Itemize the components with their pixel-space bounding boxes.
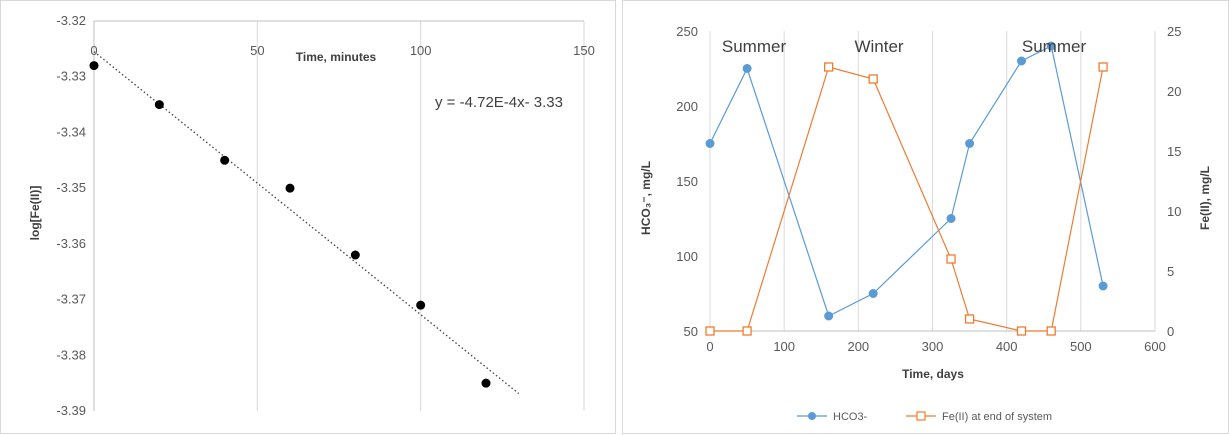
x-tick-label: 0 — [706, 339, 713, 354]
y2-tick-label: 15 — [1167, 144, 1181, 159]
x-axis-title: Time, minutes — [296, 50, 377, 64]
data-point — [154, 100, 164, 110]
data-point-fe — [742, 326, 752, 336]
data-point — [220, 155, 230, 165]
hco3-fe-chart-panel: 0 100 200 300 400 500 600 50 100 150 200 250 0 5 10 1… — [622, 0, 1229, 434]
data-point-hco3 — [946, 214, 956, 223]
data-point — [350, 250, 360, 260]
data-point — [481, 378, 491, 388]
x-tick-label: 100 — [773, 339, 795, 354]
log-fe-chart: 0 50 100 150 -3.32 -3.33 -3.34 -3.35 -3.36 -3.37… — [28, 13, 595, 418]
legend: HCO3- Fe(II) at end of system — [797, 411, 1052, 423]
x-axis-title: Time, days — [902, 367, 964, 381]
legend-hco3-label: HCO3- — [833, 411, 868, 423]
x-tick-label: 100 — [410, 43, 432, 58]
x-tick-label: 500 — [1070, 339, 1092, 354]
data-point — [89, 61, 99, 71]
hco3-fe-chart: 0 100 200 300 400 500 600 50 100 150 200 250 0 5 10 1… — [639, 24, 1212, 423]
y2-tick-label: 0 — [1167, 324, 1174, 339]
y2-tick-label: 5 — [1167, 264, 1174, 279]
annotation-summer-2: Summer — [1022, 37, 1087, 56]
data-point-hco3 — [1046, 41, 1056, 51]
data-point-hco3 — [1017, 56, 1026, 66]
data-point-fe — [705, 326, 715, 336]
x-tick-label: 400 — [996, 339, 1018, 354]
x-tick-label: 600 — [1144, 339, 1166, 354]
legend-hco3-marker — [808, 412, 816, 420]
data-point-hco3 — [1098, 281, 1108, 291]
series-line-fe — [710, 66, 1104, 332]
x-tick-label: 50 — [250, 43, 264, 58]
x-tick-label: 0 — [90, 43, 97, 58]
y-tick-label: -3.32 — [56, 13, 86, 28]
annotation-summer-1: Summer — [722, 37, 787, 56]
legend-fe-marker — [916, 411, 926, 421]
y-tick-label: -3.35 — [56, 180, 86, 195]
data-point-fe — [964, 314, 975, 324]
data-point-hco3 — [965, 139, 975, 148]
y-axis-title: log[Fe(II)] — [28, 186, 42, 241]
y-tick-label: 150 — [676, 174, 698, 189]
data-point — [416, 300, 426, 310]
y-tick-label: 200 — [676, 99, 698, 114]
data-point-hco3 — [824, 311, 834, 321]
y2-tick-label: 10 — [1167, 204, 1181, 219]
y2-tick-label: 20 — [1167, 84, 1181, 99]
data-point-fe — [1016, 326, 1027, 336]
data-point-fe — [868, 74, 878, 84]
legend-fe-label: Fe(II) at end of system — [942, 411, 1052, 423]
x-tick-label: 150 — [573, 43, 595, 58]
data-point-hco3 — [705, 139, 715, 148]
trendline-equation: y = -4.72E-4x- 3.33 — [435, 94, 563, 111]
y-axis-title: HCO₃⁻, mg/L — [639, 161, 653, 235]
x-tick-label: 200 — [847, 339, 869, 354]
y-tick-label: -3.38 — [56, 347, 86, 362]
data-point-hco3 — [868, 289, 878, 298]
y-tick-label: -3.37 — [56, 292, 86, 307]
legend-item-hco3: HCO3- — [797, 411, 868, 423]
data-point-fe — [1098, 62, 1108, 72]
series-line-hco3 — [709, 45, 1104, 317]
data-point-hco3 — [742, 64, 752, 73]
data-point-fe — [946, 254, 956, 264]
y2-axis-title: Fe(II), mg/L — [1198, 166, 1212, 230]
data-point-fe — [824, 62, 834, 72]
y-tick-label: 100 — [676, 249, 698, 264]
y-tick-label: -3.39 — [56, 403, 86, 418]
x-tick-label: 300 — [922, 339, 944, 354]
y2-tick-label: 25 — [1167, 24, 1181, 39]
trendline — [93, 51, 520, 395]
annotation-winter: Winter — [854, 37, 903, 56]
y-tick-label: 250 — [676, 24, 698, 39]
legend-item-fe: Fe(II) at end of system — [906, 411, 1052, 423]
y-tick-label: -3.36 — [56, 236, 86, 251]
data-point-fe — [1046, 326, 1056, 336]
data-point — [285, 183, 295, 193]
y-tick-label: 50 — [684, 324, 698, 339]
y-tick-label: -3.33 — [56, 69, 86, 84]
log-fe-chart-panel: 0 50 100 150 -3.32 -3.33 -3.34 -3.35 -3.36 -3.37… — [0, 0, 616, 434]
y-tick-label: -3.34 — [56, 124, 86, 139]
